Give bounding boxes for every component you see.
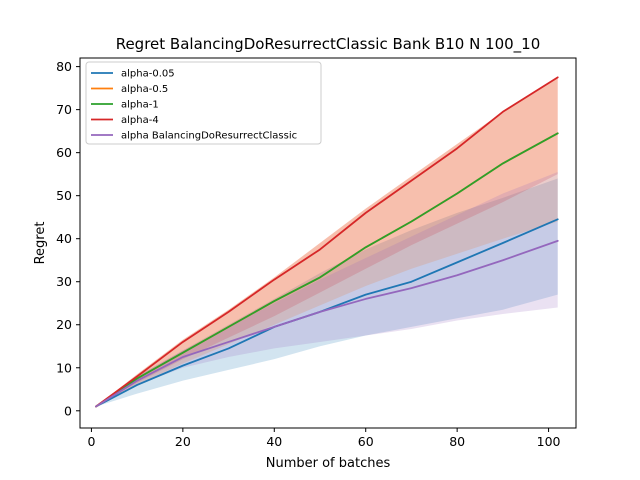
legend-box: [85, 61, 322, 145]
legend-label-2: alpha-1: [121, 100, 159, 111]
legend-label-1: alpha-0.5: [121, 84, 168, 95]
legend-label-3: alpha-4: [121, 115, 159, 126]
x-tick-label: 80: [449, 434, 465, 449]
x-tick-label: 40: [266, 434, 282, 449]
series-line-2: [95, 132, 559, 408]
y-tick-label: 20: [56, 317, 72, 332]
legend-label-0: alpha-0.05: [121, 69, 175, 80]
y-tick-label: 80: [56, 59, 72, 74]
confidence-band-0: [96, 178, 558, 407]
x-tick-label: 0: [87, 434, 95, 449]
y-tick-label: 70: [56, 102, 72, 117]
x-axis-label: Number of batches: [266, 456, 391, 471]
y-tick-label: 0: [64, 403, 72, 418]
y-tick-label: 30: [56, 274, 72, 289]
y-tick-label: 10: [56, 360, 72, 375]
chart-title: Regret BalancingDoResurrectClassic Bank …: [116, 35, 541, 54]
x-tick-label: 100: [537, 434, 561, 449]
legend: alpha-0.05 alpha-0.5 alpha-1 alpha-4 alpha B…: [85, 61, 322, 145]
series-line-4: [95, 239, 559, 408]
x-tick-label: 20: [175, 434, 191, 449]
legend-label-4: alpha BalancingDoResurrectClassic: [121, 131, 297, 142]
y-tick-label: 40: [56, 231, 72, 246]
x-tick-label: 60: [358, 434, 374, 449]
plot-frame: [79, 57, 577, 429]
y-axis-label: Regret: [33, 222, 48, 265]
y-tick-label: 50: [56, 188, 72, 203]
y-tick-label: 60: [56, 145, 72, 160]
series-line-3: [95, 76, 559, 408]
